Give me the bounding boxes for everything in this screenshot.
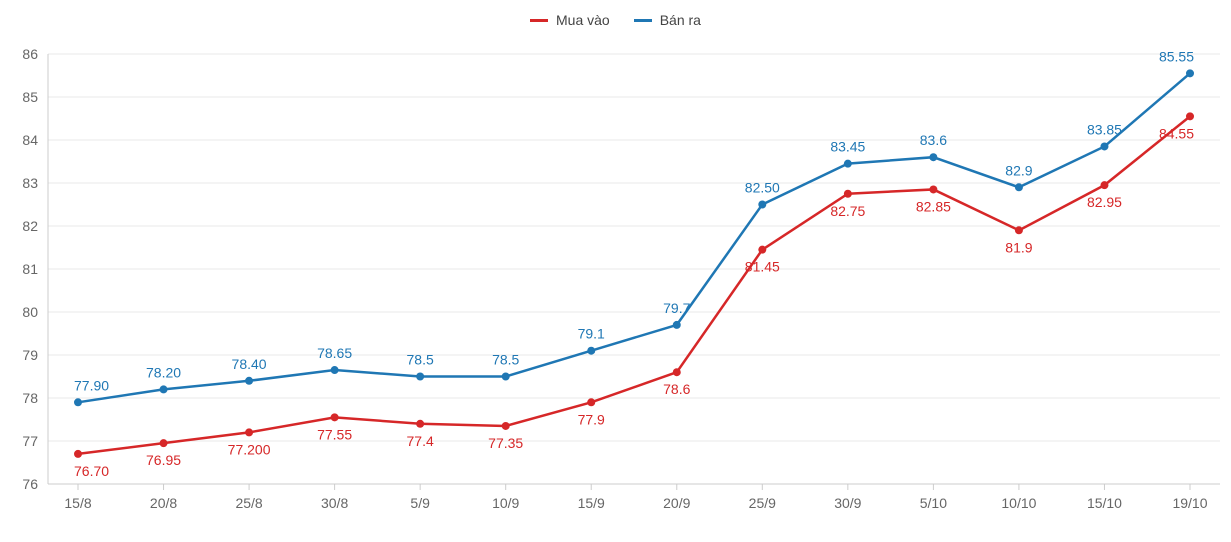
legend-label-b: Bán ra [660, 12, 701, 28]
data-label-mua_vao: 77.35 [488, 435, 523, 451]
x-tick-label: 15/10 [1087, 495, 1122, 511]
marker-ban_ra [1100, 142, 1108, 150]
y-tick-label: 77 [22, 433, 38, 449]
marker-mua_vao [844, 190, 852, 198]
x-tick-label: 10/10 [1001, 495, 1036, 511]
x-tick-label: 19/10 [1172, 495, 1207, 511]
y-tick-label: 78 [22, 390, 38, 406]
x-tick-label: 30/9 [834, 495, 861, 511]
x-tick-label: 25/8 [235, 495, 262, 511]
y-tick-label: 81 [22, 261, 38, 277]
y-tick-label: 80 [22, 304, 38, 320]
data-label-ban_ra: 83.45 [830, 139, 865, 155]
data-label-mua_vao: 77.200 [228, 441, 271, 457]
data-label-mua_vao: 76.70 [74, 463, 109, 479]
marker-ban_ra [160, 385, 168, 393]
y-tick-label: 82 [22, 218, 38, 234]
data-label-mua_vao: 81.9 [1005, 239, 1032, 255]
data-label-ban_ra: 82.9 [1005, 162, 1032, 178]
line-chart: Mua vào Bán ra 76 77 78 79 80 81 82 83 84 85 86 15/… [0, 0, 1231, 542]
data-label-ban_ra: 83.85 [1087, 121, 1122, 137]
marker-mua_vao [587, 398, 595, 406]
marker-ban_ra [331, 366, 339, 374]
marker-ban_ra [1186, 69, 1194, 77]
data-label-ban_ra: 79.1 [578, 326, 605, 342]
y-tick-label: 84 [22, 132, 38, 148]
marker-mua_vao [245, 428, 253, 436]
marker-mua_vao [1100, 181, 1108, 189]
x-tick-label: 25/9 [749, 495, 776, 511]
x-tick-label: 5/9 [410, 495, 430, 511]
marker-ban_ra [416, 373, 424, 381]
y-tick-label: 79 [22, 347, 38, 363]
data-label-mua_vao: 77.4 [407, 433, 434, 449]
x-tick-label: 10/9 [492, 495, 519, 511]
x-tick-label: 20/9 [663, 495, 690, 511]
data-label-mua_vao: 84.55 [1159, 125, 1194, 141]
chart-plot: 76 77 78 79 80 81 82 83 84 85 86 15/8 20/8 25/8 30/8 5/… [0, 40, 1231, 536]
marker-mua_vao [74, 450, 82, 458]
marker-mua_vao [160, 439, 168, 447]
y-tick-label: 76 [22, 476, 38, 492]
x-tick-label: 15/8 [64, 495, 91, 511]
data-label-ban_ra: 78.5 [407, 352, 434, 368]
marker-mua_vao [929, 185, 937, 193]
data-label-ban_ra: 79.7 [663, 300, 690, 316]
data-label-ban_ra: 78.65 [317, 345, 352, 361]
data-label-ban_ra: 78.20 [146, 364, 181, 380]
data-label-ban_ra: 82.50 [745, 180, 780, 196]
legend-swatch-b [634, 19, 652, 22]
marker-ban_ra [673, 321, 681, 329]
marker-mua_vao [502, 422, 510, 430]
data-label-mua_vao: 76.95 [146, 452, 181, 468]
x-tick-label: 15/9 [578, 495, 605, 511]
data-label-ban_ra: 77.90 [74, 377, 109, 393]
data-label-mua_vao: 82.85 [916, 198, 951, 214]
marker-ban_ra [587, 347, 595, 355]
marker-ban_ra [1015, 183, 1023, 191]
data-label-mua_vao: 77.9 [578, 411, 605, 427]
marker-ban_ra [758, 201, 766, 209]
marker-ban_ra [502, 373, 510, 381]
marker-ban_ra [929, 153, 937, 161]
marker-ban_ra [844, 160, 852, 168]
y-tick-label: 86 [22, 46, 38, 62]
legend-item-b: Bán ra [634, 12, 701, 28]
data-label-ban_ra: 78.5 [492, 352, 519, 368]
y-tick-label: 83 [22, 175, 38, 191]
x-tick-label: 30/8 [321, 495, 348, 511]
x-tick-label: 5/10 [920, 495, 947, 511]
data-label-ban_ra: 83.6 [920, 132, 947, 148]
legend-label-a: Mua vào [556, 12, 610, 28]
data-label-ban_ra: 78.40 [232, 356, 267, 372]
data-label-mua_vao: 77.55 [317, 426, 352, 442]
legend-item-a: Mua vào [530, 12, 610, 28]
y-tick-label: 85 [22, 89, 38, 105]
data-label-mua_vao: 78.6 [663, 381, 690, 397]
marker-mua_vao [331, 413, 339, 421]
series-ban_ra [78, 73, 1190, 402]
marker-mua_vao [1015, 226, 1023, 234]
marker-ban_ra [245, 377, 253, 385]
marker-ban_ra [74, 398, 82, 406]
marker-mua_vao [1186, 112, 1194, 120]
marker-mua_vao [673, 368, 681, 376]
data-label-ban_ra: 85.55 [1159, 48, 1194, 64]
data-label-mua_vao: 81.45 [745, 259, 780, 275]
marker-mua_vao [758, 246, 766, 254]
data-label-mua_vao: 82.75 [830, 203, 865, 219]
marker-mua_vao [416, 420, 424, 428]
legend-swatch-a [530, 19, 548, 22]
x-tick-label: 20/8 [150, 495, 177, 511]
legend: Mua vào Bán ra [0, 0, 1231, 40]
data-label-mua_vao: 82.95 [1087, 194, 1122, 210]
